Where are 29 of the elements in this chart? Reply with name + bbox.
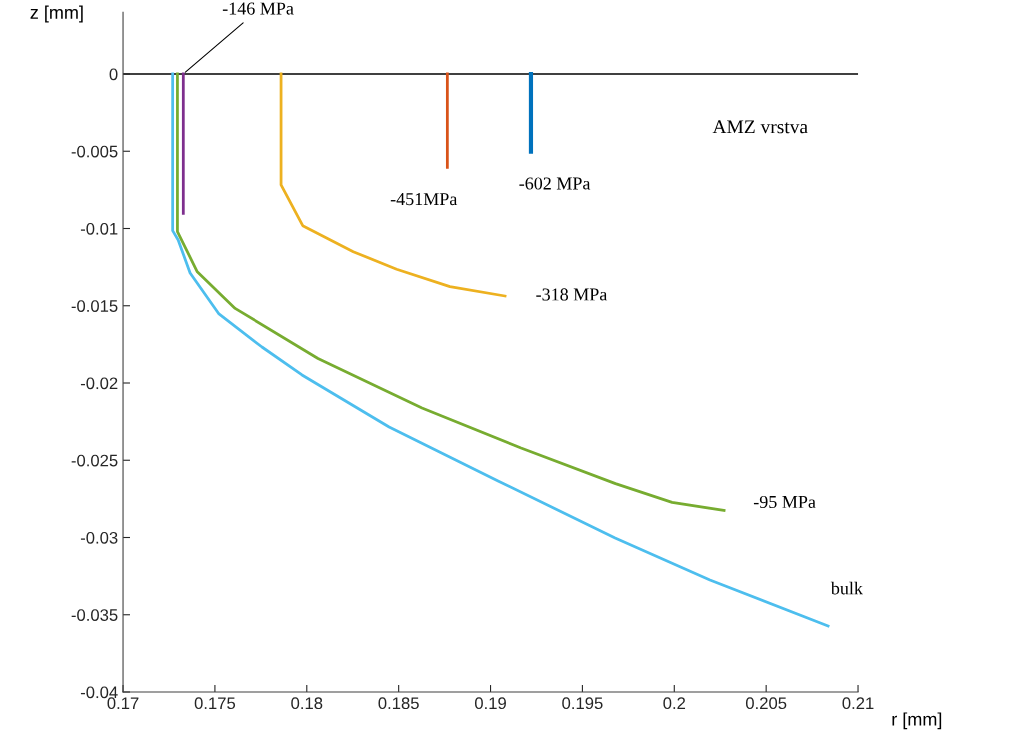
y-tick-label: 0	[109, 68, 118, 81]
y-tick-label: -0.035	[71, 609, 118, 621]
x-tick-label: 0.185	[378, 697, 419, 710]
line-series	[279, 72, 507, 298]
series-label: -318 MPa	[536, 288, 608, 301]
y-tick-label: -0.025	[71, 454, 118, 467]
y-tick-label: -0.01	[80, 222, 118, 235]
x-tick-label: 0.205	[745, 697, 787, 710]
y-axis-title: z [mm]	[30, 5, 83, 23]
series-label: bulk	[830, 581, 863, 595]
series-label: -602 MPa	[519, 177, 591, 190]
x-tick-label: 0.17	[107, 697, 139, 710]
x-tick-label: 0.21	[842, 697, 874, 710]
y-tick-label: -0.005	[71, 145, 118, 158]
y-tick-label: -0.02	[80, 377, 118, 390]
x-tick-label: 0.19	[474, 697, 506, 710]
y-tick-label: -0.03	[80, 531, 118, 544]
line-series	[171, 72, 830, 628]
text: -146 MPa	[222, 2, 294, 15]
x-tick-label: 0.175	[194, 697, 236, 710]
x-tick-label: 0.2	[663, 697, 686, 710]
annotation: AMZ vrstva	[712, 120, 808, 134]
x-tick-label: 0.18	[291, 697, 323, 710]
y-tick-label: -0.015	[71, 300, 118, 312]
series-label: -451MPa	[390, 193, 458, 206]
x-axis-title: r [mm]	[892, 712, 942, 730]
series-label: -95 MPa	[753, 495, 816, 509]
x-tick-label: 0.195	[562, 697, 603, 710]
y-tick-label: -0.04	[80, 686, 118, 699]
